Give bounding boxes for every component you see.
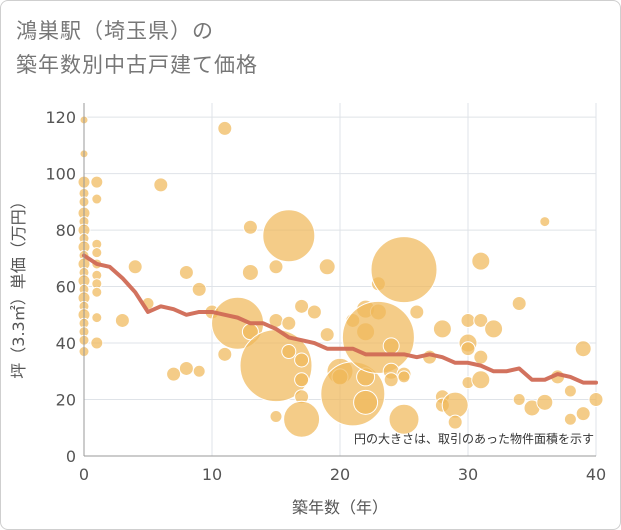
bubble: [294, 298, 310, 314]
bubble: [319, 327, 335, 343]
bubble: [269, 409, 283, 423]
bubble: [473, 312, 489, 328]
bubble: [217, 346, 233, 362]
y-tick-label: 20: [56, 391, 76, 410]
bubble: [536, 393, 554, 411]
bubble: [191, 281, 207, 297]
y-tick-label: 120: [45, 108, 76, 127]
bubble: [432, 319, 452, 339]
bubble: [166, 366, 182, 382]
trend-line: [82, 253, 598, 385]
bubble: [306, 304, 322, 320]
y-tick-label: 100: [45, 165, 76, 184]
x-tick-label: 30: [458, 465, 478, 484]
bubble: [511, 296, 527, 312]
bubble: [512, 393, 526, 407]
bubble: [397, 370, 411, 384]
y-tick-labels: 0 20 40 60 80 100 120: [45, 108, 76, 466]
bubble: [242, 219, 258, 235]
bubble: [127, 259, 143, 275]
bubble: [370, 236, 438, 304]
bubble: [563, 412, 577, 426]
bubble: [575, 406, 591, 422]
bubble: [262, 209, 316, 263]
bubble-layer: [77, 115, 604, 438]
title-line-2: 築年数別中古戸建て価格: [16, 53, 258, 77]
bubble: [114, 312, 130, 328]
chart-title: 鴻巣駅（埼玉県）の 築年数別中古戸建て価格: [16, 14, 258, 82]
bubble: [388, 403, 420, 435]
bubble: [382, 337, 400, 355]
bubble: [281, 344, 297, 360]
bubble: [294, 352, 310, 368]
bubble: [294, 372, 310, 388]
axes: [83, 103, 596, 457]
bubble: [447, 414, 463, 430]
bubble: [409, 304, 425, 320]
bubble: [90, 336, 104, 350]
bubble: [341, 300, 415, 374]
bubble: [91, 193, 103, 205]
y-tick-label: 0: [66, 447, 76, 466]
bubble: [460, 312, 476, 328]
bubble: [574, 340, 592, 358]
bubble: [178, 264, 194, 280]
bubble: [563, 384, 577, 398]
bubble: [283, 400, 321, 438]
trend-layer: [82, 253, 598, 385]
x-tick-label: 40: [586, 465, 606, 484]
y-tick-label: 40: [56, 334, 76, 353]
bubble: [241, 263, 259, 281]
y-tick-label: 60: [56, 278, 76, 297]
bubble: [178, 360, 194, 376]
y-axis-label: 坪（3.3㎡）単価（万円）: [9, 193, 28, 378]
bubble: [471, 370, 491, 390]
x-tick-labels: 0 10 20 30 40: [79, 465, 606, 484]
x-axis-label: 築年数（年）: [292, 498, 388, 517]
bubble: [471, 251, 491, 271]
title-line-1: 鴻巣駅（埼玉県）の: [16, 19, 214, 43]
bubble: [192, 364, 206, 378]
bubble: [383, 372, 399, 388]
bubble: [153, 177, 169, 193]
bubble: [460, 341, 476, 357]
x-tick-label: 20: [330, 465, 350, 484]
bubble: [217, 120, 233, 136]
bubble: [91, 286, 103, 298]
bubble: [588, 392, 604, 408]
bubble: [318, 258, 336, 276]
bubble: [441, 391, 469, 419]
x-tick-label: 10: [202, 465, 222, 484]
bubble: [268, 259, 284, 275]
bubble: [484, 319, 504, 339]
bubble: [473, 349, 489, 365]
bubble: [90, 175, 104, 189]
bubble: [91, 312, 103, 324]
y-tick-label: 80: [56, 221, 76, 240]
bubble: [353, 389, 379, 415]
x-tick-label: 0: [79, 465, 89, 484]
bubble: [539, 216, 551, 228]
bubble: [91, 247, 103, 259]
bubble-size-note: 円の大きさは、取引のあった物件面積を示す: [354, 431, 594, 446]
bubble: [281, 315, 297, 331]
